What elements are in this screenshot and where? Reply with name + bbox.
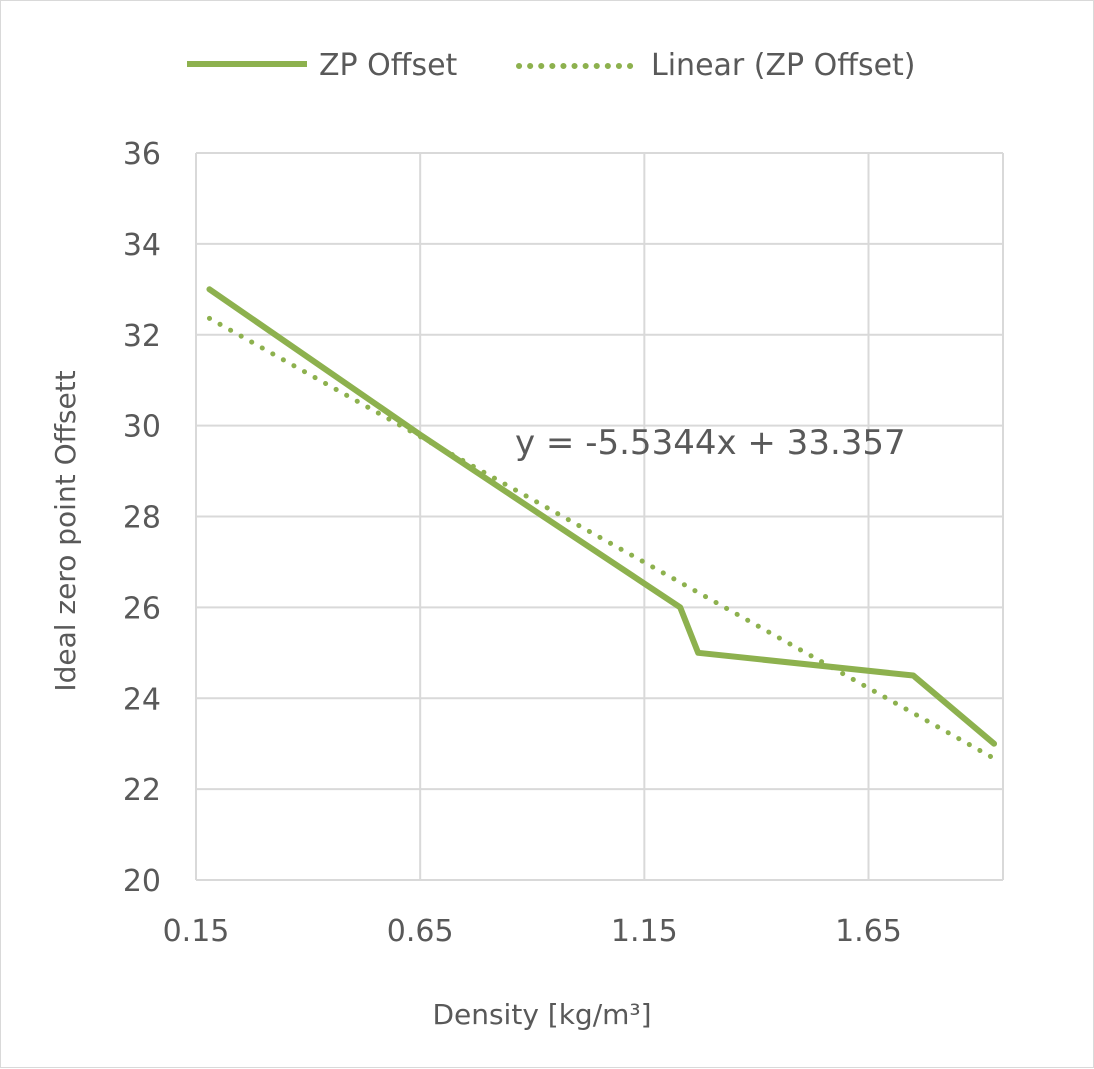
y-tick-label: 20 bbox=[123, 864, 161, 899]
trendline-linear-zp-offset bbox=[206, 315, 997, 761]
trendline-equation: y = -5.5344x + 33.357 bbox=[515, 423, 906, 463]
y-tick-label: 26 bbox=[123, 591, 161, 626]
y-tick-label: 36 bbox=[123, 137, 161, 172]
y-tick-labels: 20 22 24 26 28 30 32 34 36 bbox=[123, 137, 161, 899]
legend: ZP Offset Linear (ZP Offset) bbox=[187, 48, 916, 83]
legend-label-linear-trend: Linear (ZP Offset) bbox=[651, 48, 916, 83]
x-tick-label: 1.15 bbox=[611, 914, 678, 949]
y-tick-label: 34 bbox=[123, 228, 161, 263]
x-axis-title: Density [kg/m³] bbox=[432, 998, 651, 1031]
y-tick-label: 24 bbox=[123, 682, 161, 717]
series-line-zp-offset bbox=[206, 286, 998, 747]
x-tick-label: 0.15 bbox=[163, 914, 230, 949]
legend-label-zp-offset: ZP Offset bbox=[319, 48, 458, 83]
y-tick-label: 32 bbox=[123, 319, 161, 354]
x-tick-label: 0.65 bbox=[387, 914, 454, 949]
gridlines bbox=[195, 152, 1004, 881]
series-group bbox=[206, 286, 998, 747]
y-tick-label: 30 bbox=[123, 410, 161, 445]
x-tick-labels: 0.15 0.65 1.15 1.65 bbox=[163, 914, 902, 949]
trendline-group bbox=[206, 315, 997, 761]
x-tick-label: 1.65 bbox=[835, 914, 902, 949]
y-tick-label: 22 bbox=[123, 773, 161, 808]
y-tick-label: 28 bbox=[123, 501, 161, 536]
y-axis-title: Ideal zero point Offsett bbox=[49, 370, 82, 691]
